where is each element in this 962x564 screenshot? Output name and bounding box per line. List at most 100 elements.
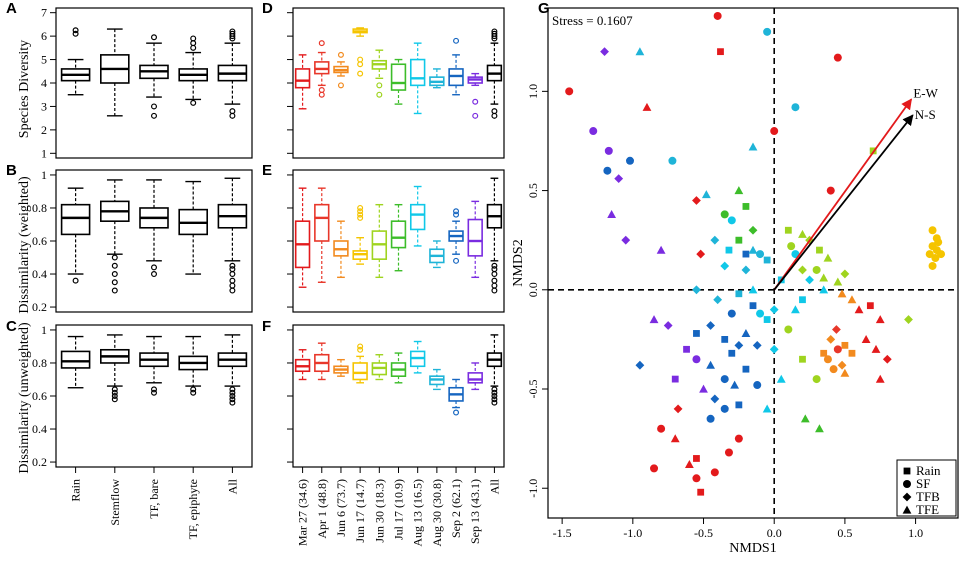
- outlier-point: [491, 287, 498, 294]
- box-5: [217, 177, 248, 294]
- data-point: [866, 302, 874, 310]
- box-4: [178, 35, 208, 106]
- box-4: [352, 204, 368, 265]
- data-point: [848, 349, 856, 357]
- y-axis-title-weighted: Dissimilarity (weighted): [17, 176, 32, 314]
- box-iqr: [409, 58, 426, 87]
- outlier-point: [453, 211, 460, 218]
- data-point: [735, 290, 743, 298]
- data-point: [642, 102, 652, 111]
- box-4: [352, 27, 368, 77]
- outlier-point: [376, 91, 383, 98]
- panel-label-c: C: [6, 318, 17, 335]
- box-1: [60, 187, 91, 284]
- outlier-point: [337, 82, 344, 89]
- data-point: [798, 265, 807, 275]
- vector-label-n-s: N-S: [915, 107, 936, 122]
- chart-e: [287, 169, 505, 313]
- box-iqr: [390, 220, 407, 249]
- data-point: [663, 321, 673, 330]
- data-point: [706, 414, 715, 423]
- y-tick-label: 0.0: [526, 282, 540, 297]
- data-point: [607, 209, 617, 218]
- box-5: [217, 28, 248, 119]
- y-axis-title: NMDS2: [511, 239, 526, 286]
- y-tick-label: 1: [41, 168, 47, 182]
- box-6: [390, 203, 407, 272]
- box-3: [333, 220, 349, 279]
- y-axis-title-unweighted: Dissimilarity (unweighted): [17, 322, 32, 474]
- outlier-point: [491, 266, 498, 273]
- outlier-point: [229, 393, 236, 400]
- data-point: [692, 196, 701, 205]
- outlier-point: [357, 214, 364, 221]
- box-4: [178, 335, 208, 396]
- stress-label: Stress = 0.1607: [552, 13, 633, 28]
- box-1: [60, 27, 91, 96]
- x-tick-label: Sep 13 (43.1): [468, 479, 482, 544]
- data-point: [820, 349, 828, 357]
- data-point: [815, 424, 824, 433]
- box-7: [409, 340, 426, 374]
- x-tick-label: -0.5: [694, 526, 713, 540]
- y-tick-label: 1.0: [526, 84, 540, 99]
- outlier-point: [229, 266, 236, 273]
- outlier-point: [229, 282, 236, 289]
- box-2: [314, 187, 330, 283]
- box-10: [467, 200, 483, 279]
- data-point: [776, 374, 786, 383]
- data-point: [756, 309, 765, 318]
- outlier-point: [111, 254, 118, 261]
- y-tick-label: 6: [41, 29, 47, 43]
- box-iqr: [409, 203, 426, 231]
- box-iqr: [467, 372, 483, 384]
- data-point: [934, 238, 943, 247]
- box-3: [139, 335, 169, 396]
- x-tick-label: Jun 17 (14.7): [353, 479, 367, 543]
- vector-label-e-w: E-W: [913, 85, 938, 100]
- chart-b: 0.2 0.4 0.6 0.8 1: [32, 168, 253, 314]
- data-point: [769, 344, 779, 354]
- data-point: [748, 225, 758, 235]
- outlier-point: [229, 287, 236, 294]
- box-9: [448, 378, 464, 416]
- data-point: [727, 309, 736, 318]
- outlier-point: [190, 386, 197, 393]
- outlier-point: [151, 103, 158, 110]
- data-point: [837, 360, 847, 370]
- outlier-point: [491, 389, 498, 396]
- panel-label-g: G: [538, 0, 550, 17]
- box-10: [467, 362, 483, 391]
- x-tick-label: -1.5: [553, 526, 572, 540]
- data-point: [635, 360, 645, 370]
- data-point: [823, 355, 832, 364]
- y-tick-label: 4: [41, 76, 47, 90]
- data-point: [826, 186, 835, 195]
- data-point: [713, 295, 723, 305]
- data-point: [692, 474, 701, 483]
- data-point: [904, 315, 913, 324]
- data-point: [928, 261, 937, 270]
- outlier-point: [376, 82, 383, 89]
- outlier-point: [357, 211, 364, 218]
- x-tick-label: Jun 30 (18.3): [372, 479, 386, 543]
- box-iqr: [60, 203, 91, 236]
- plot-frame-a: [55, 7, 253, 159]
- data-point: [692, 355, 701, 364]
- vector-n-s: [773, 114, 914, 291]
- legend-item-tfb: TFB: [916, 489, 940, 504]
- data-point: [875, 315, 885, 324]
- data-point: [800, 414, 810, 423]
- panel-label-a: A: [6, 0, 17, 17]
- box-3: [139, 34, 169, 119]
- outlier-point: [151, 389, 158, 396]
- box-6: [390, 352, 407, 384]
- data-point: [724, 448, 733, 457]
- data-point: [565, 87, 574, 96]
- data-point: [656, 245, 666, 254]
- legend-item-rain: Rain: [916, 463, 941, 478]
- data-point: [600, 47, 609, 57]
- data-point: [735, 236, 743, 244]
- outlier-point: [229, 386, 236, 393]
